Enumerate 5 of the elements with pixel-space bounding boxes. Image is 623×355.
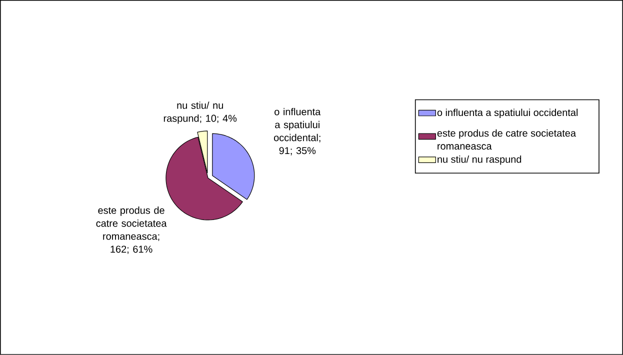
data-label: nu stiu/ nu raspund; 10; 4% [164,102,237,124]
legend-label: nu stiu/ nu raspund [438,156,522,165]
data-label: o influenta a spatiului occidental; 91; 35% [274,108,321,156]
data-label: este produs de catre societatea romaneasca; 162; 61% [96,206,167,254]
legend-label: o influenta a spatiului occidental [437,108,578,118]
